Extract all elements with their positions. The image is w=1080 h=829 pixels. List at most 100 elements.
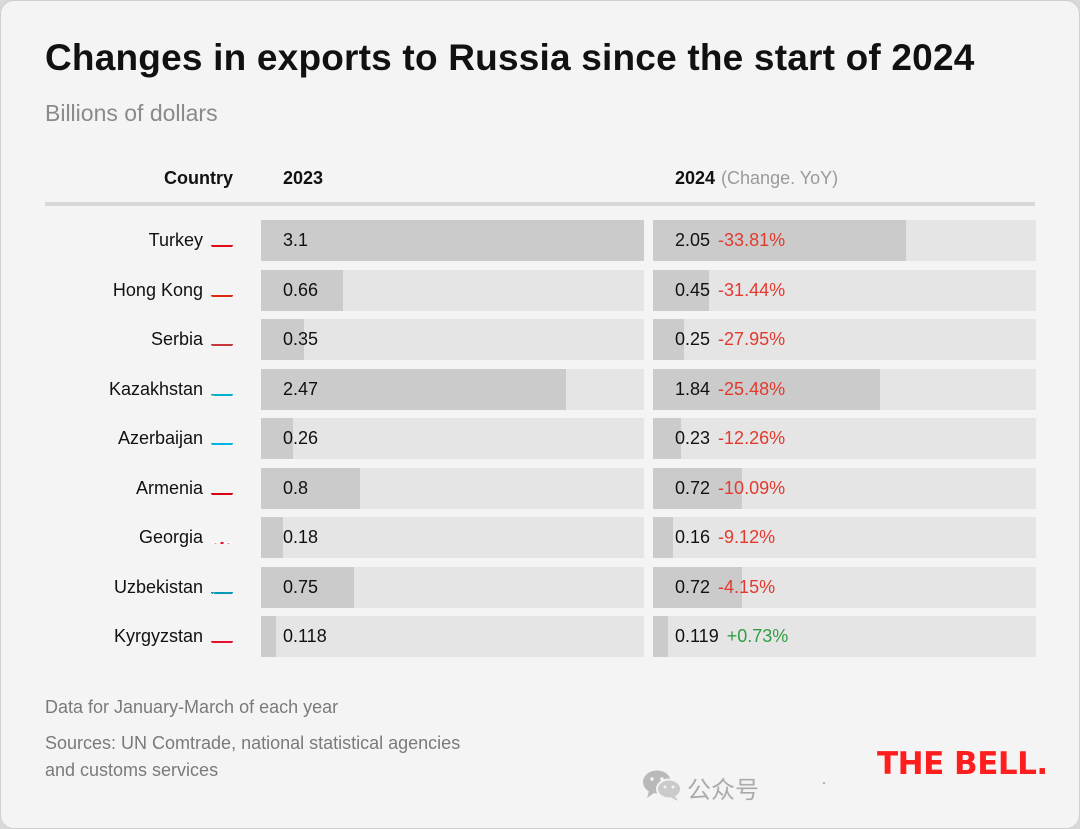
country-label: Serbia [151,319,233,360]
value-number: 0.119 [675,626,719,646]
bar-2023 [261,517,284,558]
value-label-2023: 3.1 [283,220,308,261]
bar-track-2023: 0.75 [261,566,644,608]
value-number: 2.05 [675,230,711,250]
bar-track-2024: 2.05 -33.81% [653,220,1036,261]
value-number: 0.45 [675,279,711,300]
kazakhstan-flag-icon [211,382,233,396]
table-row: Armenia 0.8 0.72 -10.09% [1,467,1079,509]
value-number: 0.23 [675,428,711,448]
country-label: Azerbaijan [118,418,233,459]
country-name: Kyrgyzstan [113,626,203,646]
value-number: 1.84 [675,378,711,399]
table-row: Azerbaijan 0.26 0.23 -12.26% [1,418,1079,459]
bar-track-2023: 0.118 [261,616,644,657]
value-label-2024: 2.05 -33.81% [675,220,785,261]
uzbekistan-flag-icon [211,580,233,594]
yoy-change: +0.73% [726,626,789,646]
country-name: Azerbaijan [117,428,203,448]
value-number: 2.47 [283,378,319,399]
azerbaijan-flag-icon [211,431,233,445]
hong-kong-flag-icon [211,283,233,297]
bar-track-2024: 0.23 -12.26% [653,418,1036,459]
value-label-2024: 0.45 -31.44% [675,270,785,311]
bar-2023 [261,319,305,360]
value-label-2024: 0.16 -9.12% [675,517,775,558]
bar-2024 [653,319,684,360]
value-label-2023: 0.8 [283,468,308,509]
country-name: Armenia [135,477,203,498]
value-number: 0.16 [675,527,711,547]
value-number: 0.75 [283,576,319,597]
watermark: 公众号 · [641,768,827,804]
bar-2023 [261,368,567,410]
value-label-2024: 0.72 -10.09% [675,468,785,509]
table-row: Turkey 3.1 2.05 -33.81% [1,220,1079,261]
bar-track-2024: 0.16 -9.12% [653,517,1036,558]
bar-2023 [261,616,276,657]
value-number: 3.1 [283,230,309,250]
bar-2024 [653,566,742,608]
bar-track-2024: 0.72 -10.09% [653,467,1036,509]
bar-track-2023: 3.1 [261,220,644,261]
bar-track-2024: 0.25 -27.95% [653,319,1036,360]
bar-2024 [653,616,668,657]
bar-2024 [653,220,907,261]
turkey-flag-icon [211,233,233,247]
country-label: Hong Kong [113,270,233,311]
armenia-flag-icon [211,481,233,495]
yoy-change: -9.12% [718,527,776,547]
the-bell-logo: THE BELL. [877,746,1048,782]
value-number: 0.26 [283,428,319,448]
bar-track-2023: 0.35 [261,319,644,360]
value-number: 0.25 [675,329,711,349]
value-number: 0.18 [283,527,319,547]
bar-track-2023: 2.47 [261,368,644,410]
value-label-2023: 0.66 [283,270,318,311]
value-label-2024: 0.25 -27.95% [675,319,785,360]
bar-2023 [261,566,354,608]
value-label-2023: 0.75 [283,567,318,608]
table-row: Hong Kong 0.66 0.45 -31.44% [1,269,1079,311]
value-label-2023: 2.47 [283,369,318,410]
country-name: Kazakhstan [108,378,203,399]
sources-line-2: and customs services [45,760,219,780]
value-number: 0.66 [283,279,319,300]
watermark-text: 公众号 [687,776,759,804]
bar-2024 [653,269,709,311]
kyrgyzstan-flag-icon [211,629,233,643]
country-name: Georgia [138,527,203,547]
bar-track-2023: 0.8 [261,467,644,509]
country-label: Turkey [149,220,233,261]
header-2023: 2023 [283,168,324,188]
yoy-change: -33.81% [718,230,786,250]
bar-2023 [261,418,294,459]
country-label: Armenia [136,468,233,509]
country-label: Kyrgyzstan [114,616,233,657]
country-name: Turkey [148,230,203,250]
bar-2024 [653,368,881,410]
value-number: 0.72 [675,576,711,597]
country-label: Georgia [139,517,233,558]
header-divider [45,202,1035,206]
table-row: Georgia 0.18 0.16 -9.12% [1,517,1079,558]
bar-track-2024: 0.45 -31.44% [653,269,1036,311]
country-label: Uzbekistan [114,567,233,608]
bar-track-2023: 0.26 [261,418,644,459]
bar-2023 [261,269,343,311]
table-row: Serbia 0.35 0.25 -27.95% [1,319,1079,360]
value-label-2023: 0.26 [283,418,318,459]
bar-track-2024: 0.72 -4.15% [653,566,1036,608]
bar-2024 [653,418,682,459]
header-2024-note: (Change. YoY) [721,168,839,188]
table-row: Uzbekistan 0.75 0.72 -4.15% [1,566,1079,608]
table-row: Kyrgyzstan 0.118 0.119 +0.73% [1,616,1079,657]
country-name: Serbia [150,329,203,349]
footnote: Data for January-March of each year [45,697,339,717]
bar-track-2023: 0.66 [261,269,644,311]
bar-track-2024: 1.84 -25.48% [653,368,1036,410]
bar-track-2024: 0.119 +0.73% [653,616,1036,657]
value-number: 0.35 [283,329,319,349]
bar-2023 [261,467,360,509]
value-label-2023: 0.35 [283,319,318,360]
